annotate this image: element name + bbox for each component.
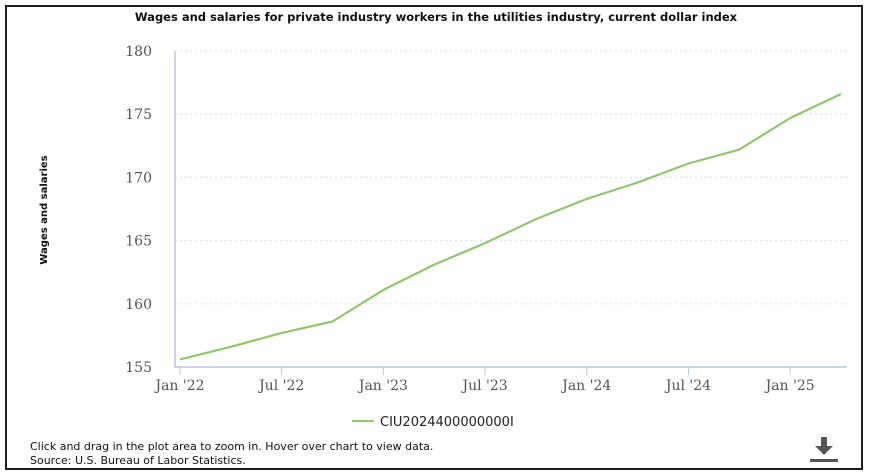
data-point[interactable] bbox=[227, 343, 235, 351]
data-point[interactable] bbox=[786, 114, 794, 122]
data-point[interactable] bbox=[583, 195, 591, 203]
grid-lines bbox=[175, 50, 847, 305]
x-tick-label: Jul '22 bbox=[257, 378, 304, 394]
data-point[interactable] bbox=[735, 146, 743, 154]
y-tick-label: 175 bbox=[125, 107, 152, 123]
download-icon[interactable] bbox=[806, 434, 842, 464]
x-axis-ticks: Jan '22 Jul '22 Jan '23 Jul '23 Jan '24 Jul '… bbox=[153, 367, 815, 394]
data-point[interactable] bbox=[379, 286, 387, 294]
series-line bbox=[179, 93, 842, 361]
x-tick-label: Jan '24 bbox=[560, 378, 611, 394]
y-axis-ticks: 155 160 165 170 175 180 bbox=[125, 44, 152, 376]
data-point[interactable] bbox=[278, 329, 286, 337]
x-tick-label: Jul '23 bbox=[460, 378, 507, 394]
legend[interactable]: CIU2024400000000I bbox=[352, 415, 514, 430]
x-tick-label: Jan '23 bbox=[357, 378, 408, 394]
y-tick-label: 170 bbox=[125, 170, 152, 186]
data-point[interactable] bbox=[685, 160, 693, 168]
y-tick-label: 180 bbox=[125, 44, 152, 60]
chart-frame bbox=[5, 5, 863, 470]
data-point[interactable] bbox=[481, 239, 489, 247]
data-point[interactable] bbox=[837, 90, 845, 98]
x-tick-label: Jul '24 bbox=[664, 378, 711, 394]
data-point[interactable] bbox=[176, 355, 184, 363]
chart-title: Wages and salaries for private industry … bbox=[134, 10, 738, 24]
x-tick-label: Jan '25 bbox=[764, 378, 815, 394]
y-tick-label: 155 bbox=[125, 360, 152, 376]
data-point[interactable] bbox=[532, 215, 540, 223]
data-point[interactable] bbox=[329, 318, 337, 326]
data-point[interactable] bbox=[430, 261, 438, 269]
zoom-instructions: Click and drag in the plot area to zoom … bbox=[30, 440, 434, 453]
data-point[interactable] bbox=[634, 179, 642, 187]
source-note: Source: U.S. Bureau of Labor Statistics. bbox=[30, 454, 246, 467]
series-group bbox=[176, 90, 845, 363]
y-tick-label: 165 bbox=[125, 234, 152, 250]
legend-item: CIU2024400000000I bbox=[380, 415, 514, 430]
x-tick-label: Jan '22 bbox=[153, 378, 204, 394]
y-axis-label: Wages and salaries bbox=[39, 155, 50, 264]
y-tick-label: 160 bbox=[125, 297, 152, 313]
